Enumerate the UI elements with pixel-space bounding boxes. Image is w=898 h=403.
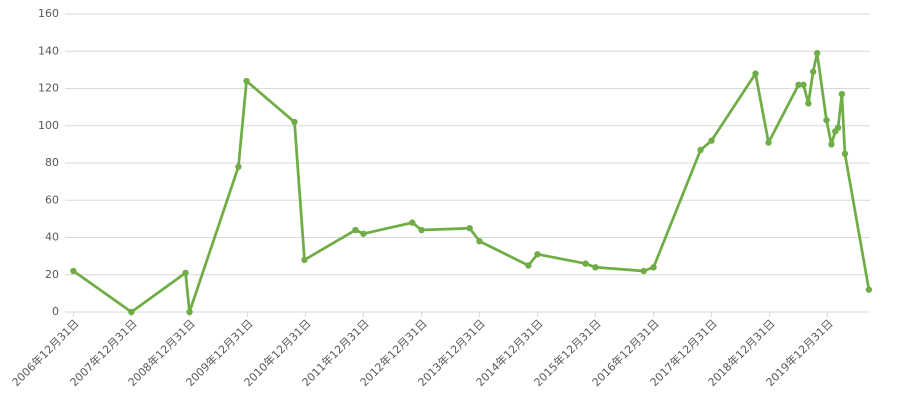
data-point [418, 226, 425, 234]
data-point [128, 308, 135, 316]
y-tick-label: 160 [38, 7, 59, 20]
data-point [708, 137, 715, 144]
data-point [534, 251, 541, 258]
data-point [813, 49, 821, 57]
y-tick-label: 60 [45, 193, 59, 206]
data-point [70, 267, 77, 275]
data-line [72, 51, 871, 314]
data-point [841, 150, 849, 157]
y-tick-label: 80 [45, 156, 59, 169]
data-point [301, 256, 308, 264]
data-point [291, 118, 298, 126]
data-point [838, 90, 846, 98]
data-point [592, 264, 599, 271]
data-point [186, 308, 193, 316]
y-tick-label: 120 [38, 82, 59, 95]
y-tick-label: 20 [45, 268, 59, 281]
data-point [834, 124, 842, 131]
data-point [650, 264, 657, 271]
data-point [828, 141, 835, 148]
y-tick-label: 100 [38, 119, 59, 132]
data-point [525, 262, 532, 269]
y-tick-label: 40 [45, 231, 59, 244]
data-point [697, 146, 704, 154]
data-point [795, 81, 802, 88]
data-point [582, 260, 589, 267]
data-point [865, 286, 873, 293]
data-point [360, 230, 367, 237]
data-point [466, 224, 473, 232]
data-point [752, 70, 759, 77]
data-point [805, 100, 812, 107]
data-point [809, 68, 817, 75]
data-point [235, 163, 242, 170]
y-tick-label: 140 [38, 44, 59, 57]
data-point [640, 267, 647, 275]
data-point [476, 238, 483, 245]
data-point [182, 269, 189, 277]
data-point [409, 219, 416, 226]
data-point [800, 81, 807, 88]
data-point [823, 116, 830, 124]
data-point [352, 226, 359, 234]
data-point [243, 77, 250, 85]
data-point [765, 139, 772, 146]
y-tick-label: 0 [52, 305, 59, 318]
